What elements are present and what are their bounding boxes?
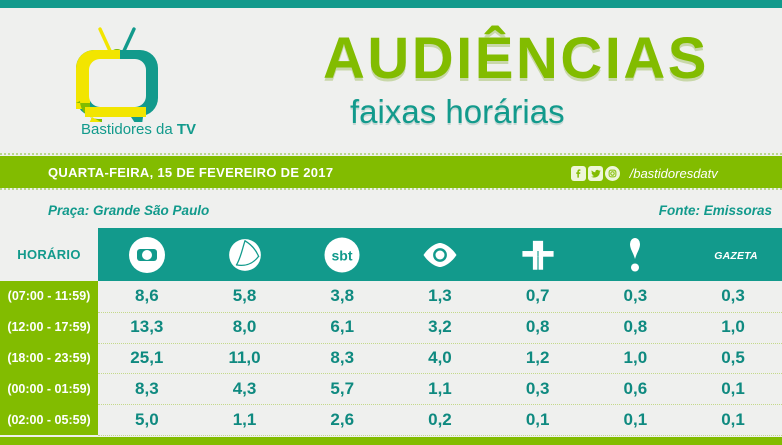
svg-text:sbt: sbt (332, 247, 353, 263)
svg-text:GAZETA: GAZETA (714, 250, 758, 262)
